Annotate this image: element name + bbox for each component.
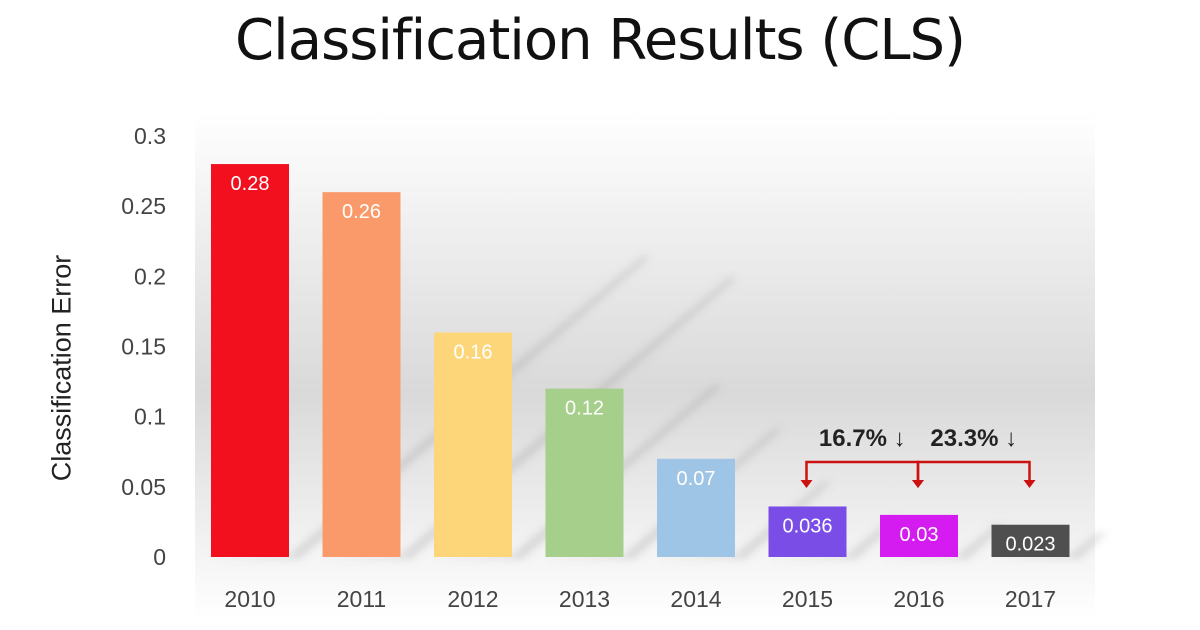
annotation-label: 16.7% ↓: [819, 425, 906, 452]
x-tick-label: 2015: [782, 586, 833, 612]
y-axis-ticks: 0 0.05 0.1 0.15 0.2 0.25 0.3: [121, 123, 166, 570]
x-tick-label: 2011: [337, 586, 386, 612]
x-tick-label: 2012: [447, 586, 498, 612]
bar-shadow: [768, 518, 900, 559]
bar-2016: [880, 514, 958, 557]
data-label: 0.26: [342, 201, 381, 223]
y-tick-label: 0.1: [134, 404, 166, 430]
annotation-bracket: [916, 460, 1031, 482]
bar-shadows: [211, 256, 1107, 559]
annotation-label: 23.3% ↓: [930, 425, 1017, 452]
bars: [211, 164, 1070, 558]
y-tick-label: 0.3: [134, 123, 166, 149]
x-tick-label: 2017: [1005, 586, 1056, 612]
data-label: 0.12: [565, 398, 604, 420]
x-tick-label: 2016: [893, 586, 944, 612]
bar-shadow: [991, 532, 1107, 559]
data-label: 0.28: [231, 173, 270, 195]
x-tick-label: 2010: [224, 586, 275, 612]
bar-2015: [768, 506, 847, 557]
data-label: 0.023: [1005, 534, 1055, 556]
bar-2013: [545, 388, 624, 557]
x-axis-ticks: 2010 2011 2012 2013 2014 2015 2016 2017: [224, 586, 1056, 612]
bar-labels: 0.28 0.26 0.16 0.12 0.07 0.036 0.03 0.023: [231, 173, 1056, 556]
data-label: 0.036: [782, 515, 832, 537]
y-tick-label: 0.25: [121, 193, 166, 219]
x-tick-label: 2014: [670, 586, 721, 612]
y-tick-label: 0.05: [121, 474, 166, 500]
data-label: 0.07: [677, 468, 716, 490]
annotation-arrowhead: [800, 480, 813, 488]
bar-2017: [991, 524, 1070, 557]
annotation-arrowhead: [1023, 480, 1036, 488]
bar-shadow: [880, 524, 1004, 559]
data-label: 0.03: [900, 524, 939, 546]
y-tick-label: 0.15: [121, 334, 166, 360]
bar-2010: [211, 164, 289, 558]
data-label: 0.16: [454, 341, 493, 363]
y-tick-label: 0: [153, 544, 166, 570]
chart-title: Classification Results (CLS): [235, 8, 966, 73]
bar-2014: [657, 458, 735, 557]
x-tick-label: 2013: [559, 586, 610, 612]
bar-2012: [434, 332, 512, 557]
annotation-arrowhead: [912, 480, 924, 488]
y-tick-label: 0.2: [134, 263, 166, 289]
annotations: 16.7% ↓ 23.3% ↓: [800, 425, 1036, 488]
bar-2011: [322, 192, 401, 557]
